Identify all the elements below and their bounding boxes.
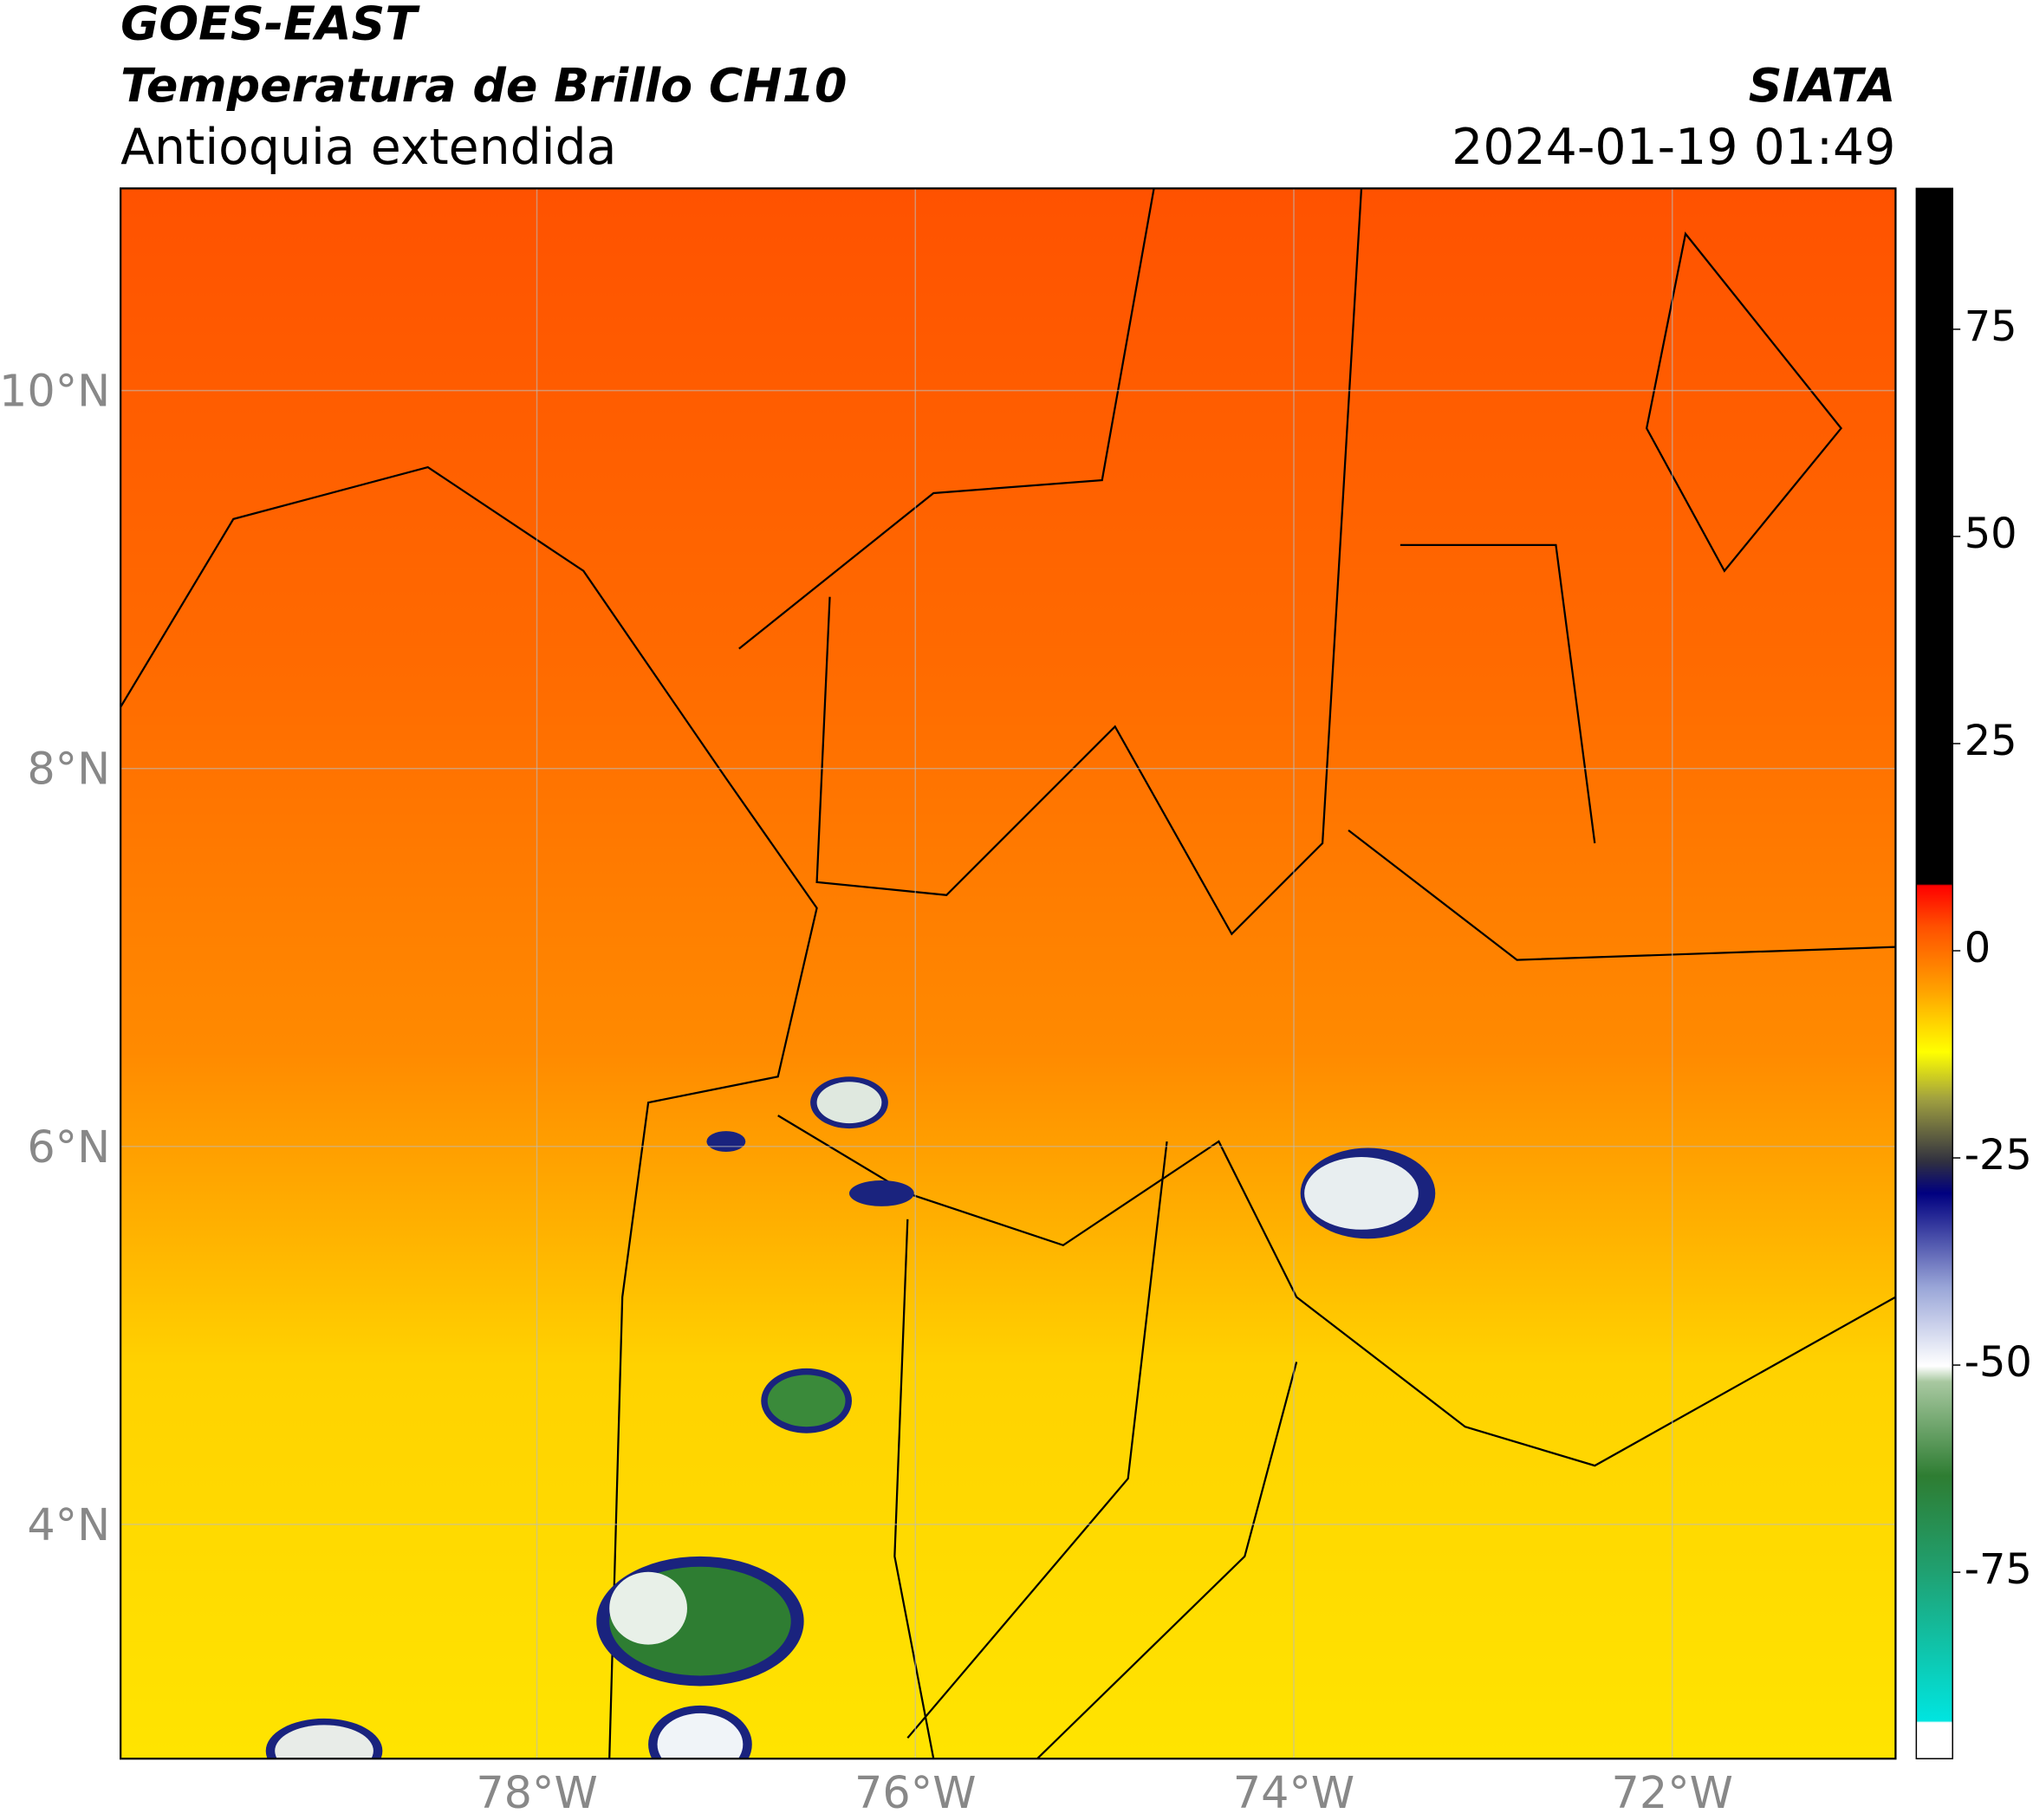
colorbar-tick-label: 50 [1965, 510, 2017, 558]
x-tick-label: 78°W [476, 1767, 597, 1818]
map-frame [120, 187, 1897, 1760]
colorbar-tick-label: -75 [1965, 1546, 2032, 1594]
border [893, 1141, 1298, 1759]
title: GOES-EAST [120, 0, 420, 50]
x-tick-label: 72°W [1612, 1767, 1733, 1818]
subtitle: Temperatura de Brillo CH10 [120, 58, 847, 113]
region: Antioquia extendida [120, 119, 616, 176]
y-tick-label: 6°N [27, 1121, 110, 1173]
cloud-tops [265, 1076, 1436, 1759]
datetime: 2024-01-19 01:49 [1452, 119, 1895, 176]
y-tick-label: 8°N [27, 744, 110, 795]
y-tick-label: 4°N [27, 1499, 110, 1550]
border [777, 829, 1896, 1467]
border [1400, 231, 1843, 844]
gridlines [120, 188, 1896, 1759]
colorbar-tick-label: 25 [1965, 718, 2017, 765]
x-tick-label: 74°W [1233, 1767, 1354, 1818]
ticks: 78°W 76°W 74°W 72°W 4°N 6°N 8°N 10°N -75 -50 -25 0 2… [0, 303, 2032, 1818]
y-tick-label: 10°N [0, 366, 110, 417]
colorbar-tick-label: 0 [1965, 925, 1991, 972]
x-tick-label: 76°W [854, 1767, 976, 1818]
map-image [120, 188, 1896, 1759]
colorbar-tick-label: -50 [1965, 1339, 2032, 1387]
borders [120, 188, 1896, 1759]
source: SIATA [1749, 58, 1896, 113]
colorbar [1915, 187, 1953, 1759]
colorbar-tick-label: 75 [1965, 303, 2017, 351]
map-background [120, 188, 1896, 1759]
coast [120, 465, 818, 1759]
colorbar-tick-label: -25 [1965, 1132, 2032, 1180]
border [738, 188, 1363, 936]
